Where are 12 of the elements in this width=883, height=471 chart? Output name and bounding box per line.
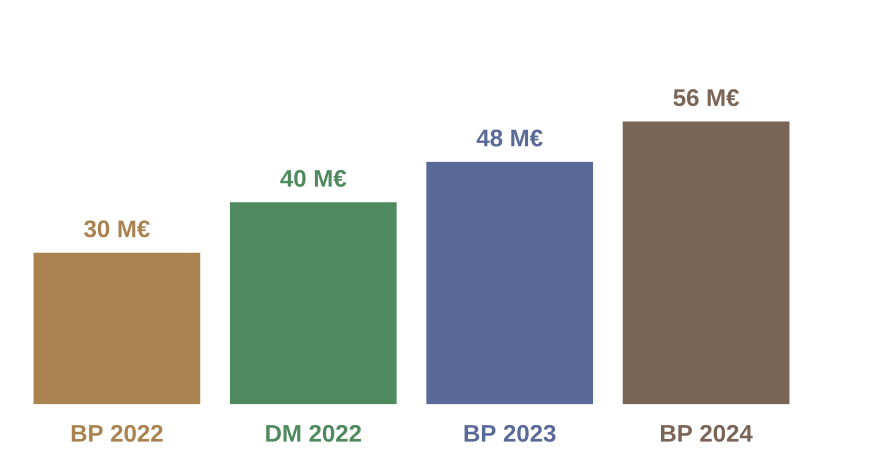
x-tick-label: BP 2023 bbox=[464, 424, 556, 442]
data-label: 48 M€ bbox=[476, 130, 543, 147]
bar bbox=[622, 122, 790, 404]
x-tick-label: DM 2022 bbox=[266, 424, 361, 442]
bar bbox=[230, 202, 397, 404]
data-label: 30 M€ bbox=[84, 220, 150, 238]
x-tick-label: BP 2024 bbox=[660, 424, 753, 442]
data-label: 56 M€ bbox=[673, 89, 740, 106]
bar bbox=[426, 162, 594, 404]
x-tick-label: BP 2022 bbox=[72, 424, 163, 442]
data-label: 40 M€ bbox=[280, 170, 346, 187]
bar bbox=[34, 252, 200, 404]
